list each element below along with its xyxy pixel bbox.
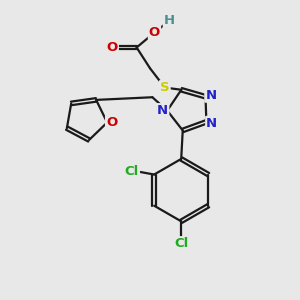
Text: Cl: Cl — [174, 237, 188, 250]
Text: H: H — [164, 14, 175, 27]
Text: Cl: Cl — [125, 165, 139, 178]
Text: N: N — [205, 89, 216, 102]
Text: N: N — [157, 104, 168, 117]
Text: S: S — [160, 81, 170, 94]
Text: O: O — [106, 41, 118, 54]
Text: N: N — [206, 117, 217, 130]
Text: O: O — [149, 26, 160, 39]
Text: O: O — [106, 116, 117, 129]
